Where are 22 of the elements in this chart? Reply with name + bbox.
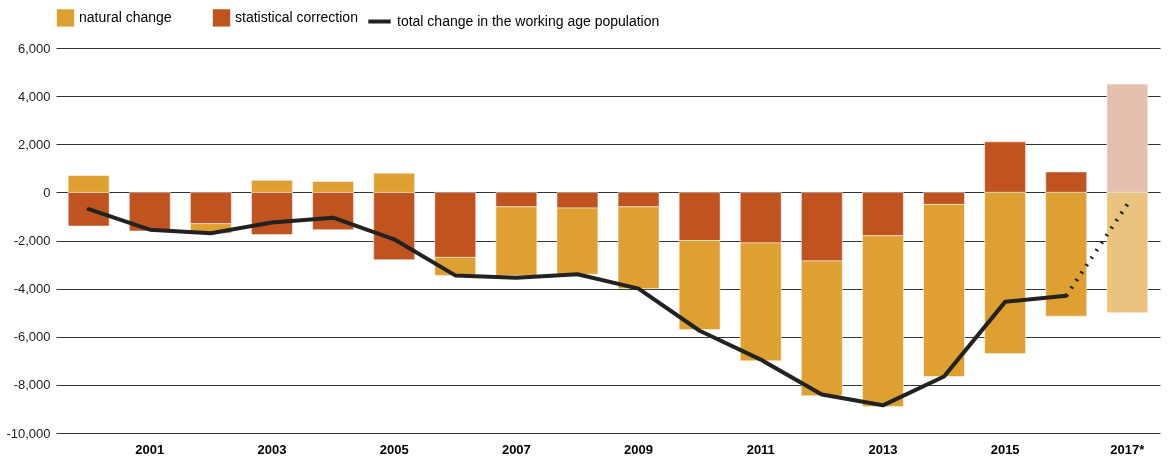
y-tick-label: 4,000: [17, 88, 51, 104]
y-tick-label: -4,000: [13, 281, 51, 297]
legend-label: total change in the working age population: [397, 12, 660, 29]
x-tick-label: 2013: [868, 441, 898, 457]
x-tick-label: 2017*: [1110, 441, 1146, 457]
x-tick-label: 2007: [501, 441, 531, 457]
x-tick-label: 2015: [990, 441, 1020, 457]
y-tick-label: 6,000: [17, 40, 51, 56]
y-tick-label: 0: [43, 184, 51, 200]
y-tick-label: -10,000: [6, 425, 51, 441]
y-tick-label: -6,000: [13, 329, 51, 345]
bar: [129, 192, 171, 232]
legend-label: natural change: [79, 8, 172, 25]
x-tick-label: 2001: [135, 441, 165, 457]
legend-label: statistical correction: [235, 8, 358, 25]
y-tick-label: -8,000: [13, 377, 51, 393]
x-tick-label: 2009: [624, 441, 654, 457]
x-tick-label: 2005: [379, 441, 409, 457]
y-tick-label: 2,000: [17, 136, 51, 152]
y-tick-label: -2,000: [13, 233, 51, 248]
x-tick-label: 2011: [746, 441, 775, 457]
x-tick-label: 2003: [257, 441, 287, 457]
